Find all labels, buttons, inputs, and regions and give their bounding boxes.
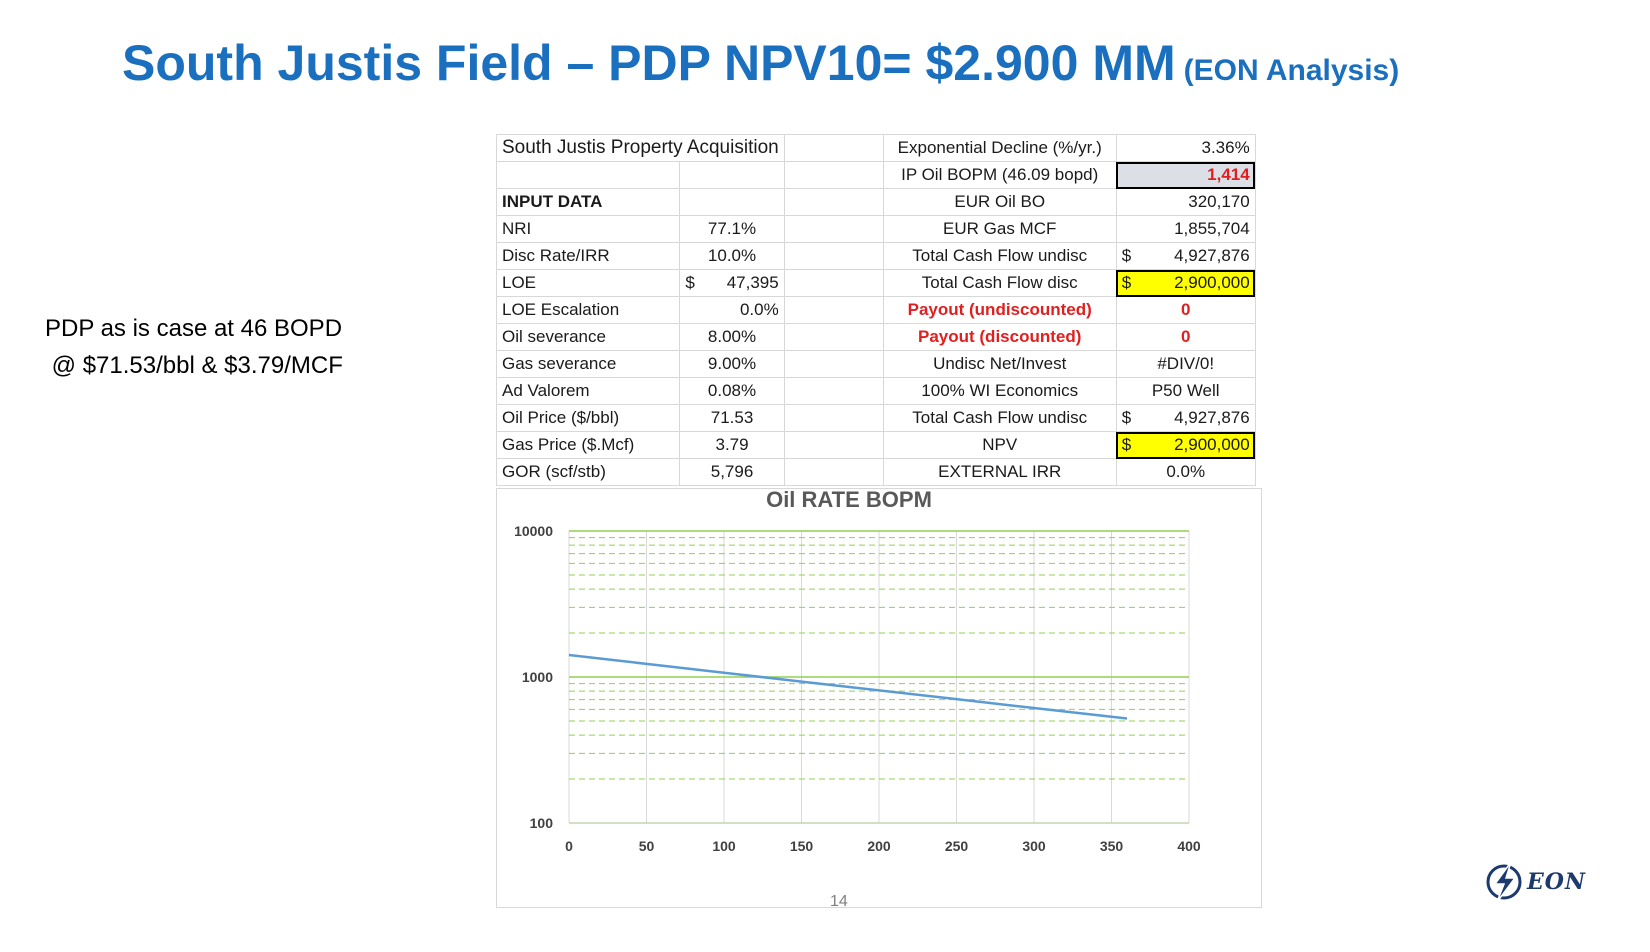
output-label: EXTERNAL IRR <box>882 458 1117 486</box>
output-value: 4,927,876 <box>1174 408 1250 427</box>
input-label: Oil Price ($/bbl) <box>495 404 681 432</box>
case-note-line-1: PDP as is case at 46 BOPD <box>45 315 343 342</box>
page-number: 14 <box>830 893 848 910</box>
input-label: Oil severance <box>495 323 681 351</box>
output-value: P50 Well <box>1115 377 1256 405</box>
eon-logo: EON <box>1483 860 1586 904</box>
input-label: Disc Rate/IRR <box>495 242 681 270</box>
ip-oil-value: 1,414 <box>1115 161 1256 189</box>
output-label: Payout (discounted) <box>882 323 1117 351</box>
input-value: 5,796 <box>679 458 785 486</box>
chart-title: Oil RATE BOPM <box>766 489 932 512</box>
output-label: Total Cash Flow undisc <box>882 242 1117 270</box>
input-value: 77.1% <box>679 215 785 243</box>
output-value: 320,170 <box>1115 188 1256 216</box>
output-value: 4,927,876 <box>1174 246 1250 265</box>
output-value: 0.0% <box>1115 458 1256 486</box>
output-label: Total Cash Flow undisc <box>882 404 1117 432</box>
input-label: Gas severance <box>495 350 681 378</box>
output-label: Payout (undiscounted) <box>882 296 1117 324</box>
table-row: Gas severance 9.00% Undisc Net/Invest #D… <box>495 350 1256 378</box>
x-tick-label: 150 <box>790 838 814 854</box>
lightning-bolt-icon <box>1486 861 1522 903</box>
input-label: GOR (scf/stb) <box>495 458 681 486</box>
output-label: EUR Gas MCF <box>882 215 1117 243</box>
x-tick-label: 50 <box>639 838 655 854</box>
input-value: 0.0% <box>679 296 785 324</box>
output-label: Undisc Net/Invest <box>882 350 1117 378</box>
oil-rate-chart: Oil RATE BOPM 100 1000 10000 0 50 100 150 200 250… <box>496 487 1262 908</box>
npv-cell: $2,900,000 <box>1115 431 1256 459</box>
output-label: EUR Oil BO <box>882 188 1117 216</box>
output-value: 2,900,000 <box>1174 435 1250 454</box>
input-label: NRI <box>495 215 681 243</box>
x-tick-label: 100 <box>712 838 736 854</box>
case-note: PDP as is case at 46 BOPD @ $71.53/bbl &… <box>45 310 343 384</box>
table-row: LOE $47,395 Total Cash Flow disc $2,900,… <box>495 269 1256 297</box>
input-value: 0.08% <box>679 377 785 405</box>
table-row: NRI 77.1% EUR Gas MCF 1,855,704 <box>495 215 1256 243</box>
dollar-sign: $ <box>1121 408 1132 427</box>
output-label: IP Oil BOPM (46.09 bopd) <box>882 161 1117 189</box>
economics-table: South Justis Property Acquisition Expone… <box>495 134 1256 486</box>
case-note-line-2: @ $71.53/bbl & $3.79/MCF <box>45 352 343 379</box>
logo-text: EON <box>1527 869 1587 895</box>
table-row: Oil severance 8.00% Payout (discounted) … <box>495 323 1256 351</box>
x-tick-label: 250 <box>945 838 969 854</box>
input-value: 9.00% <box>679 350 785 378</box>
input-value: 10.0% <box>679 242 785 270</box>
discounted-cash-flow-cell: $2,900,000 <box>1115 269 1256 297</box>
input-label: LOE <box>495 269 681 297</box>
input-label: LOE Escalation <box>495 296 681 324</box>
output-label: Exponential Decline (%/yr.) <box>882 134 1117 162</box>
dollar-sign: $ <box>1121 435 1132 454</box>
output-label: 100% WI Economics <box>882 377 1117 405</box>
title-main: South Justis Field – PDP NPV10= $2.900 M… <box>122 35 1176 91</box>
x-tick-label: 400 <box>1177 838 1201 854</box>
table-row: GOR (scf/stb) 5,796 EXTERNAL IRR 0.0% <box>495 458 1256 486</box>
x-tick-label: 350 <box>1100 838 1124 854</box>
table-row: IP Oil BOPM (46.09 bopd) 1,414 <box>495 161 1256 189</box>
sheet-heading: South Justis Property Acquisition <box>496 134 785 162</box>
title-sub: (EON Analysis) <box>1183 54 1400 87</box>
table-row: LOE Escalation 0.0% Payout (undiscounted… <box>495 296 1256 324</box>
y-tick-label: 100 <box>530 815 554 831</box>
output-value: 0 <box>1115 323 1256 351</box>
input-heading: INPUT DATA <box>495 188 681 216</box>
output-value: #DIV/0! <box>1115 350 1256 378</box>
x-tick-label: 200 <box>867 838 891 854</box>
dollar-sign: $ <box>1121 246 1132 265</box>
output-value: 3.36% <box>1115 134 1256 162</box>
table-row: Gas Price ($.Mcf) 3.79 NPV $2,900,000 <box>495 431 1256 459</box>
y-tick-label: 10000 <box>514 523 553 539</box>
input-label: Gas Price ($.Mcf) <box>495 431 681 459</box>
table-row: Ad Valorem 0.08% 100% WI Economics P50 W… <box>495 377 1256 405</box>
chart-canvas: Oil RATE BOPM 100 1000 10000 0 50 100 150 200 250… <box>514 487 1201 854</box>
table-row: Disc Rate/IRR 10.0% Total Cash Flow undi… <box>495 242 1256 270</box>
series-line <box>568 653 1128 720</box>
y-tick-label: 1000 <box>522 669 553 685</box>
output-label: NPV <box>882 431 1117 459</box>
table-row: INPUT DATA EUR Oil BO 320,170 <box>495 188 1256 216</box>
x-tick-label: 0 <box>565 838 573 854</box>
input-label: Ad Valorem <box>495 377 681 405</box>
output-value: 2,900,000 <box>1174 273 1250 292</box>
table-row: Oil Price ($/bbl) 71.53 Total Cash Flow … <box>495 404 1256 432</box>
input-value: 71.53 <box>679 404 785 432</box>
output-value: 1,855,704 <box>1115 215 1256 243</box>
output-label: Total Cash Flow disc <box>882 269 1117 297</box>
input-value: 47,395 <box>726 273 779 292</box>
dollar-sign: $ <box>685 273 695 292</box>
table-row: South Justis Property Acquisition Expone… <box>496 134 1256 162</box>
x-tick-label: 300 <box>1022 838 1046 854</box>
slide-title: South Justis Field – PDP NPV10= $2.900 M… <box>122 34 1399 92</box>
dollar-sign: $ <box>1121 273 1132 292</box>
output-value: 0 <box>1115 296 1256 324</box>
input-value: 3.79 <box>679 431 785 459</box>
input-value: 8.00% <box>679 323 785 351</box>
